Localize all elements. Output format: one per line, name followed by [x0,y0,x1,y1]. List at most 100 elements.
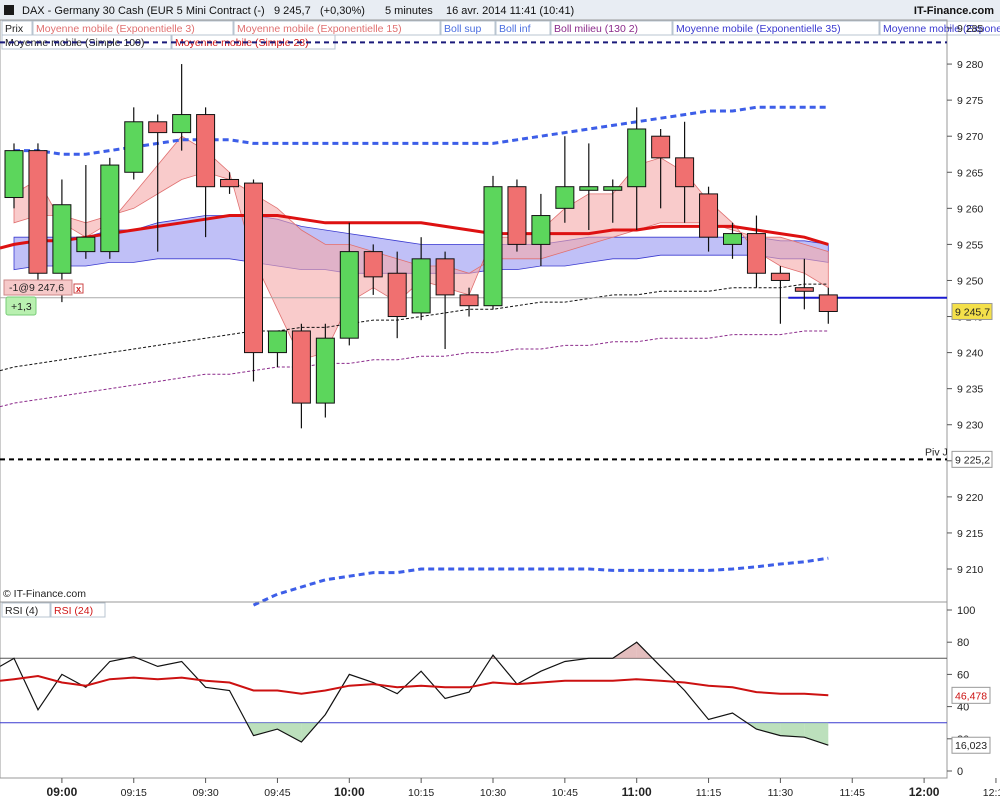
rsi-legend-item-label-0: RSI (4) [5,605,38,617]
title-bar [0,0,1000,20]
pl-badge [5,296,37,316]
legend1-item-box-6[interactable] [672,20,880,36]
rsi24-tag-box [951,686,991,704]
candle-body-34[interactable] [818,294,838,312]
brand-name: IT-Finance.com [914,5,994,17]
sma28-line [0,214,829,250]
candle-body-25[interactable] [603,186,623,191]
candle-body-17[interactable] [411,258,431,314]
candle-body-6[interactable] [148,121,168,134]
rsi-tick-label-3: 60 [957,669,969,681]
candle-body-13[interactable] [315,337,335,404]
price-tick-label-6: 9 240 [957,348,983,360]
price-tick-label-8: 9 250 [957,275,983,287]
legend1-item-box-4[interactable] [495,20,551,36]
rsi-legend: RSI (4) RSI (24) [1,602,106,618]
candle-body-30[interactable] [723,233,742,245]
candle-body-9[interactable] [220,178,240,188]
time-tick-label-7: 10:45 [552,787,578,799]
candle-body-4[interactable] [100,164,120,253]
copyright: © IT-Finance.com [3,588,86,600]
legend1-item-box-5[interactable] [550,20,673,36]
candle-body-5[interactable] [124,121,144,173]
price-tick-label-11: 9 265 [957,167,983,179]
rsi24-tag: 46,478 [955,690,987,702]
candle-body-1[interactable] [28,150,48,274]
rsi-legend-item-box-1[interactable] [50,602,106,618]
candle-body-22[interactable] [531,215,551,245]
legend1-item-box-3[interactable] [440,20,496,36]
time-axis: 09:00 09:15 09:30 09:45 10:00 10:15 10:30 10:45… [0,777,1000,799]
legend1-item-label-5: Boll milieu (130 2) [554,23,638,35]
order-close-glyph: x [76,284,81,294]
candle-body-19[interactable] [459,294,479,307]
candle-body-7[interactable] [172,114,192,134]
time-tick-label-9: 11:15 [696,787,722,799]
candle-body-18[interactable] [435,258,455,296]
pivot-tag: 9 225,2 [955,454,990,466]
candle-body-14[interactable] [339,251,359,339]
candle-body-29[interactable] [699,193,719,238]
legend1-item-box-7[interactable] [879,20,1000,36]
candle-body-11[interactable] [267,330,287,354]
boll-inf-line [252,556,829,607]
rsi-lines: 46,478 16,023 [0,641,991,754]
rsi4-tag-box [951,736,991,754]
sma100-line [0,283,829,372]
price-tick-label-1: 9 215 [957,528,983,540]
candle-body-8[interactable] [196,114,216,188]
pl-value: +1,3 [11,301,32,313]
rsi4-tag: 16,023 [955,740,987,752]
price-tick-label-13: 9 275 [957,95,983,107]
price-tick-label-9: 9 255 [957,239,983,251]
price-tick-label-5: 9 235 [957,384,983,396]
datetime: 16 avr. 2014 11:41 (10:41) [446,5,574,17]
rsi-oversold-fill-2 [277,722,302,743]
candle-body-12[interactable] [291,330,311,404]
legend1-item-label-3: Boll sup [444,23,482,35]
legend1-item-box-2[interactable] [233,20,441,36]
candle-body-20[interactable] [483,186,503,307]
rsi-oversold-fill-6 [780,722,805,738]
boll-sup-line [14,105,829,156]
instrument-name: DAX - Germany 30 Cash (EUR 5 Mini Contra… [22,5,265,17]
candle-body-23[interactable] [555,186,575,209]
time-tick-label-2: 09:30 [192,787,218,799]
candle-body-24[interactable] [579,186,599,191]
rsi-legend-item-box-0[interactable] [1,602,51,618]
collapse-icon[interactable] [4,5,14,15]
time-tick-label-12: 12:00 [909,785,940,799]
time-tick-label-3: 09:45 [264,787,290,799]
pivot-tag-box [951,450,993,468]
price-tick-label-14: 9 280 [957,59,983,71]
price-change: (+0,30%) [320,5,365,17]
candle-body-21[interactable] [507,186,527,245]
candle-body-10[interactable] [244,182,263,354]
candle-body-27[interactable] [651,135,671,159]
rsi-tick-label-5: 100 [957,605,975,617]
candle-body-16[interactable] [387,272,407,318]
candle-body-2[interactable] [52,204,72,274]
order-close-icon[interactable] [73,283,84,294]
time-tick-label-11: 11:45 [840,787,866,799]
candle-body-32[interactable] [770,272,790,281]
candle-body-31[interactable] [746,233,766,274]
time-tick-label-5: 10:15 [408,787,434,799]
legend1-item-label-2: Moyenne mobile (Exponentielle 15) [237,23,402,35]
rsi4-line [0,641,829,746]
candle-body-15[interactable] [363,251,383,278]
candle-body-28[interactable] [675,157,695,188]
candle-body-0[interactable] [4,150,24,199]
candle-body-26[interactable] [627,128,647,188]
legend2-item-label-1: Moyenne mobile (Simple 28) [175,37,309,49]
timeframe: 5 minutes [385,5,433,17]
legend1-item-label-0: Prix [5,23,24,35]
order-tag[interactable]: -1@9 247,6 x +1,3 [3,279,84,316]
price-tick-label-2: 9 220 [957,492,983,504]
candle-body-33[interactable] [794,287,814,292]
order-tag-box[interactable] [3,279,73,296]
legend1-item-label-4: Boll inf [499,23,531,35]
candle-body-3[interactable] [76,236,96,253]
time-tick-label-8: 11:00 [622,785,652,799]
